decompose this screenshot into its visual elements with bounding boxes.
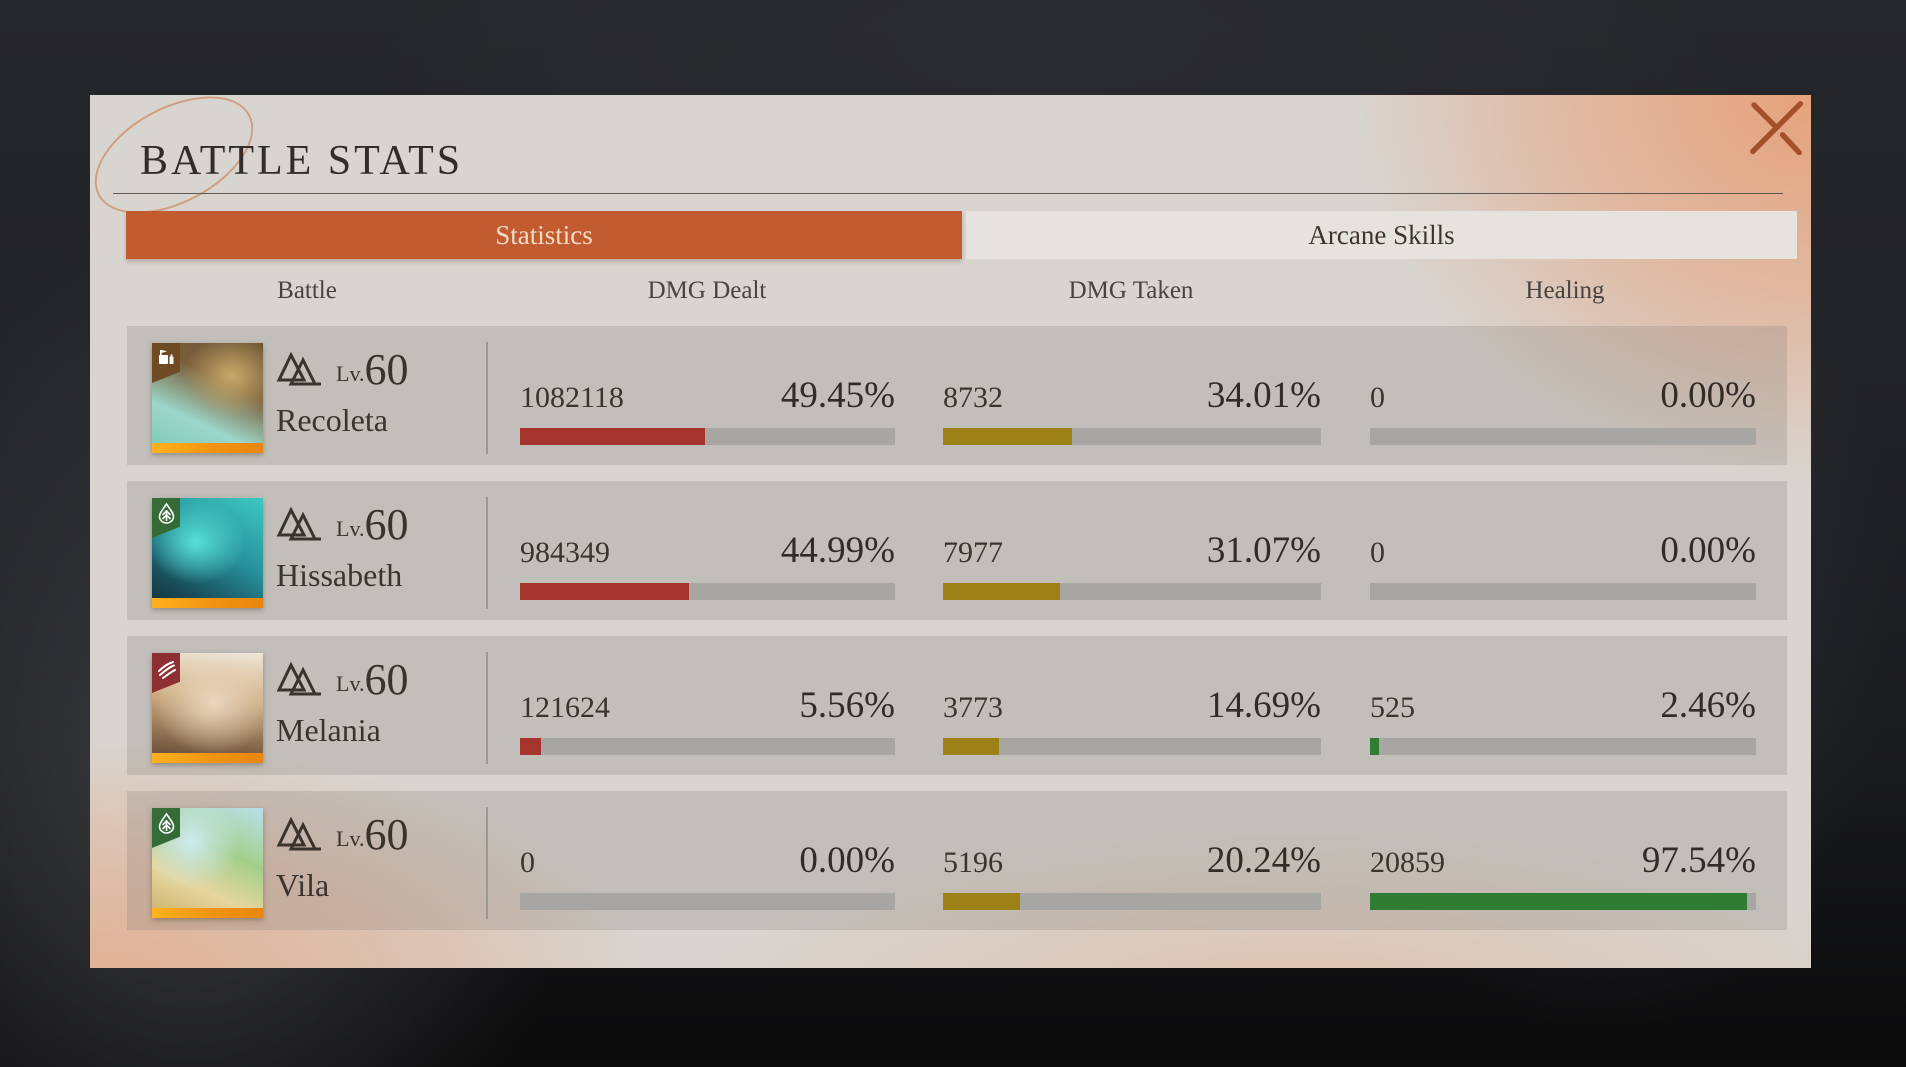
level-value: 60 bbox=[364, 500, 409, 549]
row-divider bbox=[486, 807, 488, 919]
row-divider bbox=[486, 497, 488, 609]
dmg-taken-bar bbox=[943, 893, 1321, 910]
level-value: 60 bbox=[364, 810, 409, 859]
header-divider-line bbox=[113, 193, 1662, 194]
character-row: Lv. 60 Melania 121624 5.56% 3773 14.69% 52… bbox=[127, 636, 1787, 775]
character-portrait[interactable] bbox=[152, 808, 263, 918]
insight-icon bbox=[276, 817, 321, 851]
healing-cell: 20859 97.54% bbox=[1370, 791, 1756, 930]
dmg-taken-bar bbox=[943, 428, 1321, 445]
insight-icon bbox=[276, 507, 321, 541]
healing-bar bbox=[1370, 428, 1756, 445]
character-name: Recoleta bbox=[276, 402, 388, 439]
dmg-taken-percent: 34.01% bbox=[1206, 375, 1321, 416]
character-row: Lv. 60 Hissabeth 984349 44.99% 7977 31.07%… bbox=[127, 481, 1787, 620]
healing-percent: 0.00% bbox=[1660, 375, 1756, 416]
healing-bar bbox=[1370, 893, 1756, 910]
dmg-dealt-percent: 44.99% bbox=[780, 530, 895, 571]
row-divider bbox=[486, 342, 488, 454]
column-header-healing: Healing bbox=[1525, 277, 1605, 304]
dmg-taken-cell: 7977 31.07% bbox=[943, 481, 1321, 620]
character-info: Lv. 60 Melania bbox=[276, 655, 409, 749]
dmg-dealt-bar bbox=[520, 428, 895, 445]
healing-cell: 525 2.46% bbox=[1370, 636, 1756, 775]
healing-value: 0 bbox=[1370, 381, 1385, 414]
dmg-taken-cell: 3773 14.69% bbox=[943, 636, 1321, 775]
healing-percent: 97.54% bbox=[1641, 840, 1756, 881]
dmg-taken-bar bbox=[943, 583, 1321, 600]
portrait-rarity-bar bbox=[152, 908, 263, 918]
dmg-taken-bar bbox=[943, 738, 1321, 755]
character-row: Lv. 60 Vila 0 0.00% 5196 20.24% 20859 97.54… bbox=[127, 791, 1787, 930]
header-divider-dash bbox=[1644, 193, 1783, 194]
dmg-taken-cell: 8732 34.01% bbox=[943, 326, 1321, 465]
page-title: BATTLE STATS bbox=[140, 138, 464, 184]
healing-cell: 0 0.00% bbox=[1370, 481, 1756, 620]
column-header-dmg-taken: DMG Taken bbox=[1068, 277, 1194, 304]
dmg-taken-value: 3773 bbox=[943, 691, 1003, 724]
close-icon[interactable] bbox=[1748, 99, 1804, 155]
dmg-taken-value: 7977 bbox=[943, 536, 1003, 569]
level-label: Lv. bbox=[336, 516, 365, 542]
character-portrait[interactable] bbox=[152, 653, 263, 763]
character-name: Vila bbox=[276, 867, 330, 904]
tab-statistics-label: Statistics bbox=[495, 219, 593, 250]
character-info: Lv. 60 Recoleta bbox=[276, 345, 409, 439]
dmg-dealt-value: 121624 bbox=[520, 691, 610, 724]
dmg-dealt-cell: 121624 5.56% bbox=[520, 636, 895, 775]
healing-cell: 0 0.00% bbox=[1370, 326, 1756, 465]
dmg-dealt-value: 0 bbox=[520, 846, 535, 879]
dmg-taken-cell: 5196 20.24% bbox=[943, 791, 1321, 930]
level-label: Lv. bbox=[336, 361, 365, 387]
dmg-dealt-bar bbox=[520, 583, 895, 600]
dmg-dealt-percent: 0.00% bbox=[799, 840, 895, 881]
healing-value: 0 bbox=[1370, 536, 1385, 569]
dmg-taken-percent: 20.24% bbox=[1206, 840, 1321, 881]
dmg-dealt-cell: 1082118 49.45% bbox=[520, 326, 895, 465]
healing-value: 525 bbox=[1370, 691, 1415, 724]
column-header-battle: Battle bbox=[277, 277, 337, 304]
insight-icon bbox=[276, 352, 321, 386]
character-name: Melania bbox=[276, 712, 381, 749]
tab-statistics[interactable]: Statistics bbox=[126, 211, 962, 259]
insight-icon bbox=[276, 662, 321, 696]
dmg-taken-value: 8732 bbox=[943, 381, 1003, 414]
dmg-taken-percent: 14.69% bbox=[1206, 685, 1321, 726]
character-row: Lv. 60 Recoleta 1082118 49.45% 8732 34.01%… bbox=[127, 326, 1787, 465]
healing-value: 20859 bbox=[1370, 846, 1445, 879]
healing-percent: 0.00% bbox=[1660, 530, 1756, 571]
dmg-taken-value: 5196 bbox=[943, 846, 1003, 879]
character-info: Lv. 60 Hissabeth bbox=[276, 500, 409, 594]
dmg-dealt-bar bbox=[520, 738, 895, 755]
row-divider bbox=[486, 652, 488, 764]
battle-stats-panel: BATTLE STATS Statistics Arcane Skills Ba… bbox=[90, 95, 1811, 968]
portrait-rarity-bar bbox=[152, 753, 263, 763]
portrait-rarity-bar bbox=[152, 598, 263, 608]
character-name: Hissabeth bbox=[276, 557, 403, 594]
healing-percent: 2.46% bbox=[1660, 685, 1756, 726]
character-portrait[interactable] bbox=[152, 343, 263, 453]
dmg-dealt-cell: 984349 44.99% bbox=[520, 481, 895, 620]
healing-bar bbox=[1370, 583, 1756, 600]
header-divider-dash bbox=[1578, 193, 1633, 194]
character-portrait[interactable] bbox=[152, 498, 263, 608]
level-value: 60 bbox=[364, 655, 409, 704]
dmg-dealt-cell: 0 0.00% bbox=[520, 791, 895, 930]
dmg-taken-percent: 31.07% bbox=[1206, 530, 1321, 571]
tab-arcane-skills[interactable]: Arcane Skills bbox=[966, 211, 1797, 259]
level-label: Lv. bbox=[336, 826, 365, 852]
dmg-dealt-value: 984349 bbox=[520, 536, 610, 569]
portrait-rarity-bar bbox=[152, 443, 263, 453]
dmg-dealt-percent: 49.45% bbox=[780, 375, 895, 416]
dmg-dealt-bar bbox=[520, 893, 895, 910]
tab-arcane-skills-label: Arcane Skills bbox=[1308, 219, 1455, 250]
column-header-dmg-dealt: DMG Dealt bbox=[647, 277, 767, 304]
level-value: 60 bbox=[364, 345, 409, 394]
healing-bar bbox=[1370, 738, 1756, 755]
dmg-dealt-value: 1082118 bbox=[520, 381, 624, 414]
character-info: Lv. 60 Vila bbox=[276, 810, 409, 904]
dmg-dealt-percent: 5.56% bbox=[799, 685, 895, 726]
level-label: Lv. bbox=[336, 671, 365, 697]
